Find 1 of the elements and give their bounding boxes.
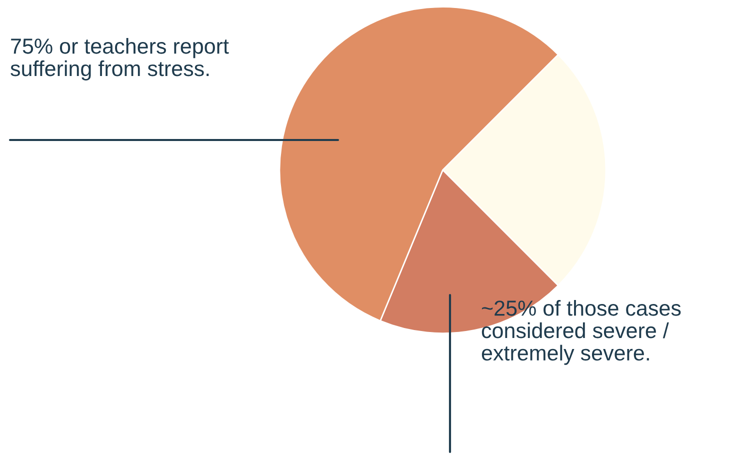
text: 75% or teachers report suffering from stress. bbox=[10, 38, 229, 80]
